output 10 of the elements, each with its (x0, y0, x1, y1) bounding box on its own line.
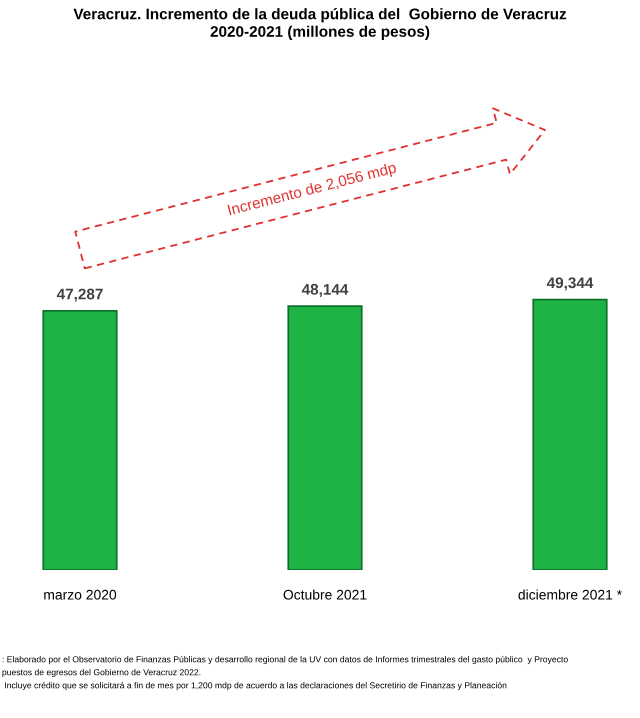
text: Incluye crédito que se solicitará a fin de mes por 1,200 mdp de acuerdo a las declaraciones del Secretirio de Finanzas y Planeación (5, 682, 506, 690)
x-tick-label: Octubre 2021 (284, 589, 366, 600)
x-tick-label: marzo 2020 (44, 590, 116, 600)
text: puestos de egresos del Gobierno de Veracruz 2022. (2, 668, 200, 678)
data-label: 49,344 (546, 277, 594, 290)
text: : Elaborado por el Observatorio de Finanzas Públicas y desarrollo regional de la UV con datos de Informes trimestrales del gasto público y Proyecto (2, 656, 568, 664)
x-tick-label: diciembre 2021 * (518, 589, 622, 600)
chart-title: Veracruz. Incremento de la deuda pública del Gobierno de Veracruz 2020-2021 (millones de pesos) (73, 8, 566, 40)
data-label: 47,287 (56, 288, 103, 302)
data-label: 48,144 (302, 284, 348, 297)
